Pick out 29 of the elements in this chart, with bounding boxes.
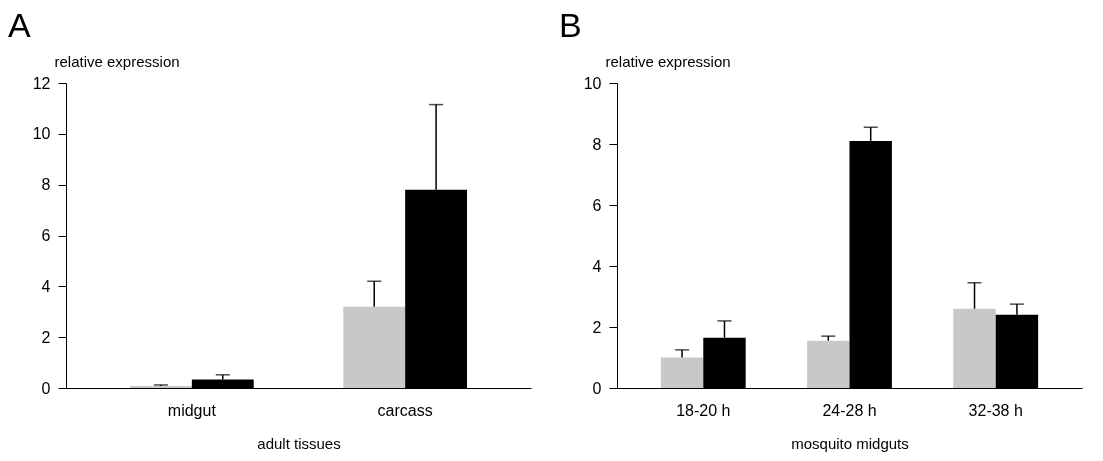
x-axis-title: adult tissues bbox=[257, 434, 341, 452]
y-tick-label: 2 bbox=[41, 328, 51, 346]
y-axis-title: relative expression bbox=[605, 52, 731, 70]
y-tick-label: 8 bbox=[592, 135, 602, 153]
y-tick-label: 10 bbox=[32, 125, 51, 143]
y-tick-label: 2 bbox=[592, 318, 602, 336]
x-tick-label: 32-38 h bbox=[968, 401, 1023, 419]
y-tick-label: 0 bbox=[41, 379, 51, 397]
y-tick-label: 12 bbox=[32, 74, 51, 92]
y-axis-title: relative expression bbox=[54, 52, 180, 70]
x-tick-label: 24-28 h bbox=[822, 401, 877, 419]
y-tick-label: 4 bbox=[41, 277, 51, 295]
x-tick-label: carcass bbox=[377, 401, 433, 419]
bar bbox=[953, 308, 996, 388]
y-tick-label: 0 bbox=[592, 379, 602, 397]
x-tick-label: 18-20 h bbox=[676, 401, 731, 419]
y-tick-label: 10 bbox=[583, 74, 602, 92]
bar bbox=[807, 340, 850, 388]
x-tick-label: midgut bbox=[167, 401, 217, 419]
bar bbox=[660, 357, 704, 388]
chart-title: B bbox=[559, 6, 582, 44]
y-tick-label: 6 bbox=[592, 196, 602, 214]
bar bbox=[343, 306, 406, 388]
y-tick-label: 4 bbox=[592, 257, 602, 275]
y-tick-label: 6 bbox=[41, 227, 51, 244]
x-axis-title: mosquito midguts bbox=[791, 434, 909, 452]
bar bbox=[129, 385, 192, 388]
y-tick-label: 8 bbox=[41, 176, 51, 194]
chart-title: A bbox=[8, 6, 31, 44]
